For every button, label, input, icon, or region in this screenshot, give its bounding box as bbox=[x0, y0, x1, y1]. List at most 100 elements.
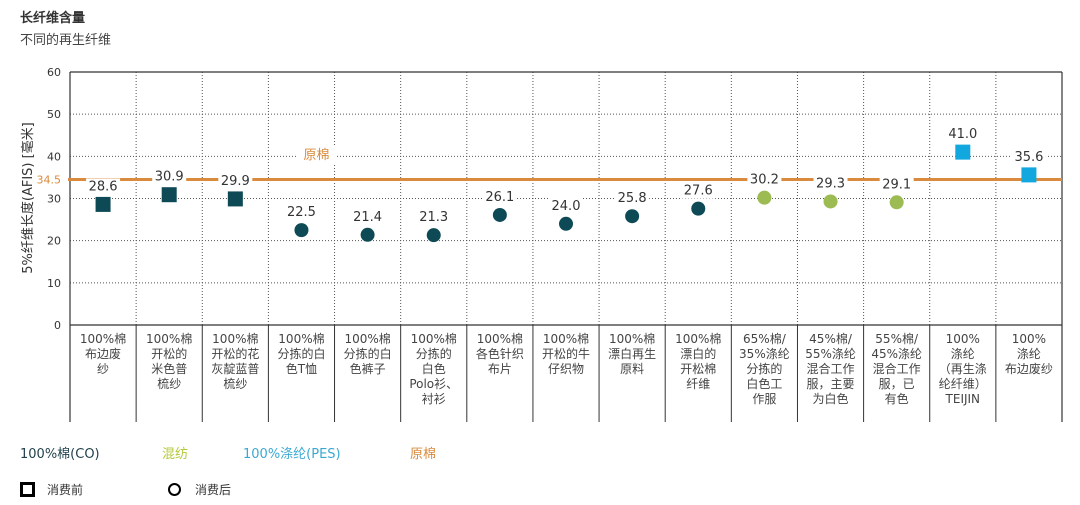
value-label-bg bbox=[615, 190, 650, 207]
category-label: 米色普 bbox=[151, 362, 187, 376]
category-label: 100%棉 bbox=[543, 332, 589, 346]
category-label: Polo衫、 bbox=[409, 377, 458, 391]
category-label: 原料 bbox=[620, 362, 644, 376]
value-label-bg bbox=[549, 197, 583, 214]
value-label: 24.0 bbox=[552, 199, 581, 214]
circle-icon bbox=[168, 483, 181, 496]
reference-label-bg bbox=[296, 145, 337, 164]
reference-value-label: 34.5 bbox=[37, 174, 62, 187]
category-label: 灰靛蓝普 bbox=[211, 362, 259, 376]
value-label-bg bbox=[218, 172, 253, 189]
category-label: 100%棉 bbox=[411, 332, 457, 346]
category-label: 白色 bbox=[422, 361, 446, 376]
legend-polyester: 100%涤纶(PES) bbox=[243, 447, 341, 462]
value-label-bg bbox=[284, 204, 319, 221]
chart-title: 长纤维含量 bbox=[20, 11, 86, 26]
value-label: 30.9 bbox=[155, 170, 184, 185]
value-label: 26.1 bbox=[485, 190, 514, 205]
post-consumer-marker bbox=[757, 190, 772, 205]
value-label-bg bbox=[350, 208, 385, 225]
category-label: 45%涤纶 bbox=[871, 347, 922, 361]
post-consumer-marker bbox=[559, 216, 573, 231]
value-label: 29.9 bbox=[221, 174, 250, 189]
category-label: 开松的牛 bbox=[542, 346, 590, 361]
category-label: TEIJIN bbox=[945, 392, 981, 406]
square-icon bbox=[20, 482, 35, 497]
category-label: 白色工 bbox=[746, 376, 782, 391]
category-label: 涤纶 bbox=[1017, 347, 1041, 361]
value-label: 30.2 bbox=[750, 173, 779, 188]
category-label: 开松棉 bbox=[680, 362, 716, 376]
pre-consumer-marker bbox=[227, 191, 243, 207]
category-label: 布边废 bbox=[85, 346, 121, 361]
legend-raw-cotton: 原棉 bbox=[410, 447, 437, 462]
value-label-bg bbox=[879, 176, 914, 193]
value-label-bg bbox=[747, 171, 782, 188]
value-label-bg bbox=[681, 182, 716, 199]
category-label: 100%棉 bbox=[80, 332, 126, 346]
y-tick-label: 60 bbox=[47, 66, 61, 79]
category-label: 纤维 bbox=[686, 377, 710, 391]
pre-consumer-marker bbox=[95, 196, 111, 212]
post-consumer-marker bbox=[360, 227, 375, 242]
y-tick-label: 20 bbox=[47, 235, 61, 248]
category-label: （再生涤 bbox=[939, 362, 987, 376]
value-label: 21.4 bbox=[353, 210, 382, 225]
category-label: 色裤子 bbox=[350, 362, 386, 376]
legend-post-consumer-label: 消费后 bbox=[195, 483, 232, 497]
category-label: 100%棉 bbox=[609, 332, 655, 346]
y-axis-label: 5%纤维长度(AFIS) [毫米] bbox=[20, 122, 36, 274]
value-label: 25.8 bbox=[618, 191, 647, 206]
category-label: 服，已 bbox=[879, 377, 915, 391]
category-label: 梳纱 bbox=[223, 376, 247, 391]
category-label: 100%棉 bbox=[675, 332, 721, 346]
category-label: 100% bbox=[1012, 332, 1046, 346]
value-label: 41.0 bbox=[948, 127, 977, 142]
data-marks: 28.6 30.9 29.9 22.5 21.4 21.3 26.1 24.0 25.8 27.6… bbox=[86, 126, 1046, 243]
post-consumer-marker bbox=[625, 209, 640, 224]
post-consumer-marker bbox=[889, 195, 904, 210]
category-label: 开松的花 bbox=[211, 346, 259, 361]
category-label: 55%棉/ bbox=[875, 332, 919, 346]
category-label: 仔织物 bbox=[548, 362, 584, 376]
value-label: 28.6 bbox=[89, 179, 118, 194]
category-label: 各色针织 bbox=[476, 346, 524, 361]
chart-subtitle: 不同的再生纤维 bbox=[20, 33, 112, 48]
post-consumer-marker bbox=[294, 223, 309, 238]
category-label: 衬衫 bbox=[422, 392, 446, 406]
value-label: 22.5 bbox=[287, 205, 316, 220]
category-label: 为白色 bbox=[813, 391, 849, 406]
category-label: 35%涤纶 bbox=[739, 347, 790, 361]
category-label: 漂白的 bbox=[680, 346, 716, 361]
pre-consumer-marker bbox=[161, 187, 177, 203]
category-label: 涤纶 bbox=[951, 347, 975, 361]
category-label: 开松的 bbox=[151, 346, 187, 361]
legend-blend: 混纺 bbox=[162, 447, 189, 462]
value-label-bg bbox=[1011, 148, 1046, 165]
value-label-bg bbox=[152, 168, 187, 185]
category-label: 65%棉/ bbox=[743, 332, 787, 346]
y-tick-label: 40 bbox=[47, 150, 61, 163]
value-label-bg bbox=[813, 175, 848, 192]
category-label: 100%棉 bbox=[146, 332, 192, 346]
reference-line-label: 原棉 bbox=[303, 148, 329, 163]
y-tick-label: 30 bbox=[47, 193, 61, 206]
value-label: 29.1 bbox=[882, 177, 911, 192]
category-label: 45%棉/ bbox=[809, 332, 853, 346]
value-label: 27.6 bbox=[684, 184, 713, 199]
legend-cotton: 100%棉(CO) bbox=[20, 447, 100, 462]
value-label-bg bbox=[416, 209, 451, 226]
category-label: 色T恤 bbox=[286, 362, 317, 376]
value-label-bg bbox=[945, 126, 980, 143]
y-tick-label: 10 bbox=[47, 277, 61, 290]
post-consumer-marker bbox=[426, 228, 441, 243]
axes: 0 10 20 30 40 50 60 bbox=[47, 66, 1063, 422]
category-label: 纶纤维） bbox=[939, 377, 987, 391]
y-tick-label: 0 bbox=[54, 319, 61, 332]
post-consumer-marker bbox=[492, 207, 507, 222]
category-label: 分拣的 bbox=[416, 346, 452, 361]
value-label-bg bbox=[482, 188, 517, 205]
post-consumer-marker bbox=[691, 201, 706, 216]
pre-consumer-marker bbox=[955, 144, 971, 160]
